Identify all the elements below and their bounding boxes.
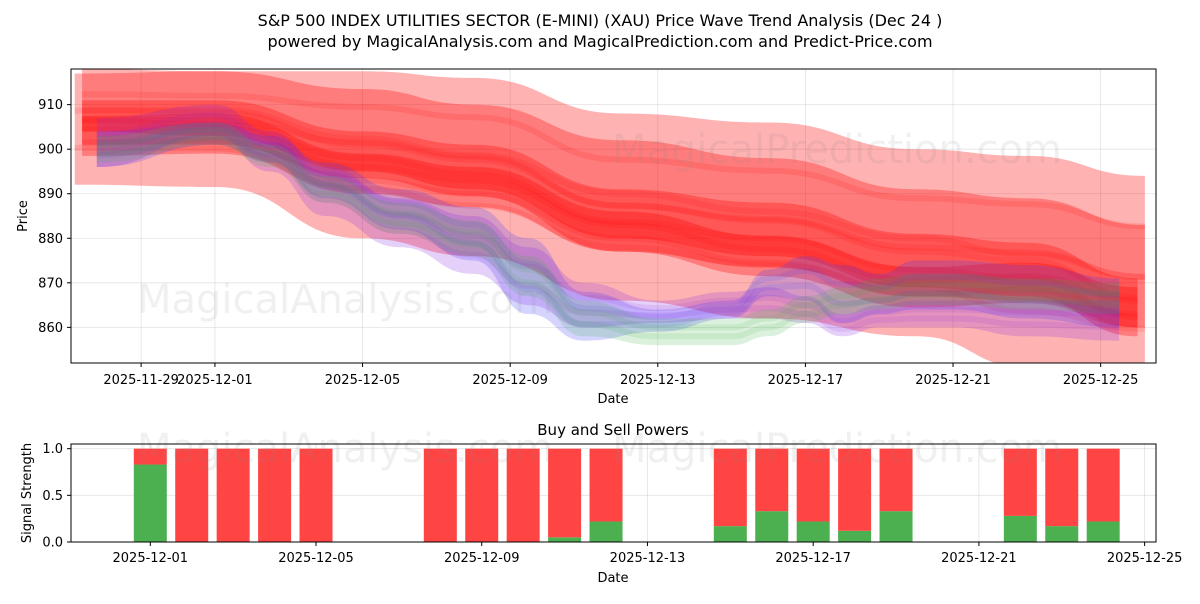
sell-bar (299, 448, 333, 542)
sell-bar (1086, 448, 1120, 522)
sell-bar (258, 448, 292, 542)
sell-bar (506, 448, 540, 542)
chart-title: S&P 500 INDEX UTILITIES SECTOR (E-MINI) … (258, 11, 943, 30)
price-grid (71, 69, 1156, 363)
signal-x-ticks: 2025-12-01 2025-12-05 2025-12-09 2025-12-13… (113, 542, 1183, 566)
price-x-label: Date (597, 392, 628, 407)
watermark-left: MagicalAnalysis.com (137, 277, 553, 323)
price-y-label: Price (16, 200, 31, 232)
buy-bar (133, 464, 167, 542)
band-red-outer-wave (74, 144, 1145, 332)
band-purple-waves-wave (96, 111, 1120, 325)
bottom-chart-title: Buy and Sell Powers (537, 421, 689, 439)
band-red-mid (82, 69, 1145, 328)
buy-bar (755, 511, 789, 542)
signal-x-tick-label: 2025-12-17 (775, 551, 851, 566)
band-green-waves-wave (96, 134, 1120, 340)
price-x-tick-label: 2025-12-05 (325, 373, 401, 388)
sell-bar (1045, 448, 1079, 527)
sell-bar (423, 448, 457, 542)
signal-x-tick-label: 2025-12-09 (444, 551, 520, 566)
buy-sell-chart: Buy and Sell Powers MagicalAnalysis.com … (20, 421, 1182, 586)
signal-y-tick-label: 1.0 (42, 442, 63, 457)
buy-bar (1086, 521, 1120, 542)
watermark-bottom-right: MagicalPrediction.com (612, 426, 1062, 472)
price-wave-chart: MagicalAnalysis.com MagicalPrediction.co… (16, 68, 1157, 407)
band-red-mid-wave (82, 116, 1145, 280)
sell-bar (755, 448, 789, 512)
price-plot-frame (70, 68, 1157, 364)
signal-plot-frame (70, 443, 1157, 543)
band-blue-waves (96, 122, 1120, 341)
signal-bars (133, 448, 1120, 542)
buy-bar (1003, 515, 1037, 542)
band-red-outer-wave (74, 106, 1145, 280)
price-x-tick-label: 2025-12-21 (915, 373, 991, 388)
band-red-lower-trend-wave (82, 118, 1138, 320)
band-purple-waves-wave (96, 122, 1120, 332)
signal-x-tick-label: 2025-12-21 (941, 551, 1017, 566)
sell-bar (796, 448, 830, 522)
sell-bar (589, 448, 623, 522)
signal-y-tick-label: 0.5 (42, 489, 63, 504)
sell-bar (465, 448, 499, 542)
buy-bar (879, 511, 913, 542)
price-y-ticks: 860 870 880 890 900 910 (38, 98, 71, 336)
price-x-tick-label: 2025-12-17 (768, 373, 844, 388)
band-blue-waves-wave (96, 126, 1120, 321)
price-y-tick-label: 890 (38, 187, 63, 202)
sell-bar (216, 448, 250, 542)
band-red-inner-wave (82, 137, 1138, 317)
signal-x-tick-label: 2025-12-13 (610, 551, 686, 566)
signal-y-label: Signal Strength (20, 443, 35, 543)
buy-bar (548, 537, 582, 542)
signal-x-tick-label: 2025-12-01 (113, 551, 189, 566)
watermark-right: MagicalPrediction.com (612, 127, 1062, 173)
buy-bar (838, 530, 872, 542)
band-red-mid-wave (82, 91, 1145, 230)
signal-x-tick-label: 2025-12-05 (278, 551, 354, 566)
chart-subtitle: powered by MagicalAnalysis.com and Magic… (267, 32, 932, 51)
price-bands (74, 69, 1145, 363)
buy-bar (713, 526, 747, 542)
band-red-lower-trend-wave (82, 107, 1138, 301)
band-green-waves (96, 122, 1120, 346)
signal-y-ticks: 0.0 0.5 1.0 (42, 442, 71, 551)
sell-bar (548, 448, 582, 538)
buy-bar (589, 521, 623, 542)
watermark-bottom-left: MagicalAnalysis.com (137, 426, 553, 472)
price-x-tick-label: 2025-12-09 (472, 373, 548, 388)
signal-x-tick-label: 2025-12-25 (1107, 551, 1183, 566)
sell-bar (175, 448, 209, 542)
signal-y-tick-label: 0.0 (42, 536, 63, 551)
band-green-waves-wave (96, 126, 1120, 331)
sell-bar (838, 448, 872, 531)
band-red-inner-wave (82, 123, 1138, 304)
price-x-tick-label: 2025-12-13 (620, 373, 696, 388)
price-y-tick-label: 900 (38, 143, 63, 158)
band-red-outer (74, 71, 1145, 363)
buy-bar (796, 521, 830, 542)
signal-x-label: Date (597, 571, 628, 586)
sell-bar (713, 448, 747, 527)
price-x-tick-label: 2025-12-25 (1063, 373, 1139, 388)
band-red-lower-trend (82, 100, 1138, 337)
band-blue-waves-wave (96, 134, 1120, 328)
band-red-inner (82, 113, 1138, 328)
band-purple-waves (96, 104, 1120, 341)
price-y-tick-label: 860 (38, 321, 63, 336)
sell-bar (133, 448, 167, 465)
price-x-tick-label: 2025-11-29 (103, 373, 179, 388)
price-y-tick-label: 880 (38, 232, 63, 247)
price-y-tick-label: 870 (38, 276, 63, 291)
buy-bar (1045, 526, 1079, 542)
sell-bar (879, 448, 913, 512)
price-y-tick-label: 910 (38, 98, 63, 113)
price-x-tick-label: 2025-12-01 (177, 373, 253, 388)
sell-bar (1003, 448, 1037, 516)
